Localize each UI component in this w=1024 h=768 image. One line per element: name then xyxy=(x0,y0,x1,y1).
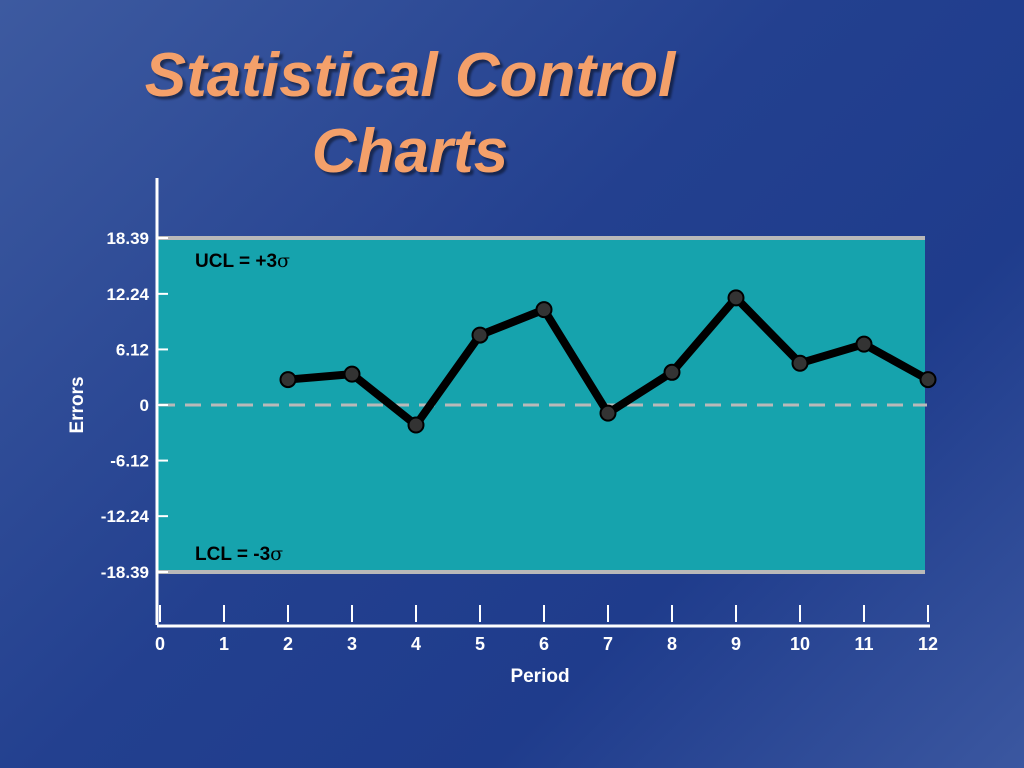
data-point xyxy=(919,371,937,389)
y-tick-label: 12.24 xyxy=(106,285,149,304)
x-tick-label: 2 xyxy=(283,634,293,654)
title-line-2: Charts xyxy=(311,117,509,186)
data-point xyxy=(343,365,361,383)
x-tick-label: 1 xyxy=(219,634,229,654)
data-point xyxy=(663,363,681,381)
x-tick-label: 3 xyxy=(347,634,357,654)
y-tick-label: -6.12 xyxy=(110,452,149,471)
x-tick-label: 9 xyxy=(731,634,741,654)
data-point xyxy=(407,416,425,434)
data-point xyxy=(727,289,745,307)
x-tick-label: 4 xyxy=(411,634,421,654)
lcl-label: LCL = -3σ xyxy=(195,543,283,565)
ucl-label: UCL = +3σ xyxy=(195,250,290,272)
y-tick-label: 18.39 xyxy=(106,229,149,248)
x-tick-label: 6 xyxy=(539,634,549,654)
data-point xyxy=(791,354,809,372)
x-tick-label: 12 xyxy=(918,634,938,654)
title-line-1: Statistical Control xyxy=(144,41,676,110)
y-axis-label: Errors xyxy=(67,376,88,433)
x-tick-label: 11 xyxy=(854,634,873,654)
data-point xyxy=(471,326,489,344)
y-tick-label: -12.24 xyxy=(101,507,150,526)
x-tick-label: 10 xyxy=(790,634,810,654)
data-point xyxy=(279,371,297,389)
y-tick-label: 0 xyxy=(140,396,149,415)
x-tick-label: 5 xyxy=(475,634,485,654)
x-tick-label: 7 xyxy=(603,634,613,654)
y-tick-label: 6.12 xyxy=(116,340,149,359)
x-tick-label: 0 xyxy=(155,634,165,654)
y-tick-label: -18.39 xyxy=(101,563,149,582)
x-tick-label: 8 xyxy=(667,634,677,654)
data-point xyxy=(535,301,553,319)
x-axis-label: Period xyxy=(510,666,569,687)
data-point xyxy=(599,404,617,422)
data-point xyxy=(855,335,873,353)
slide-title: Statistical Control Charts xyxy=(0,38,820,190)
